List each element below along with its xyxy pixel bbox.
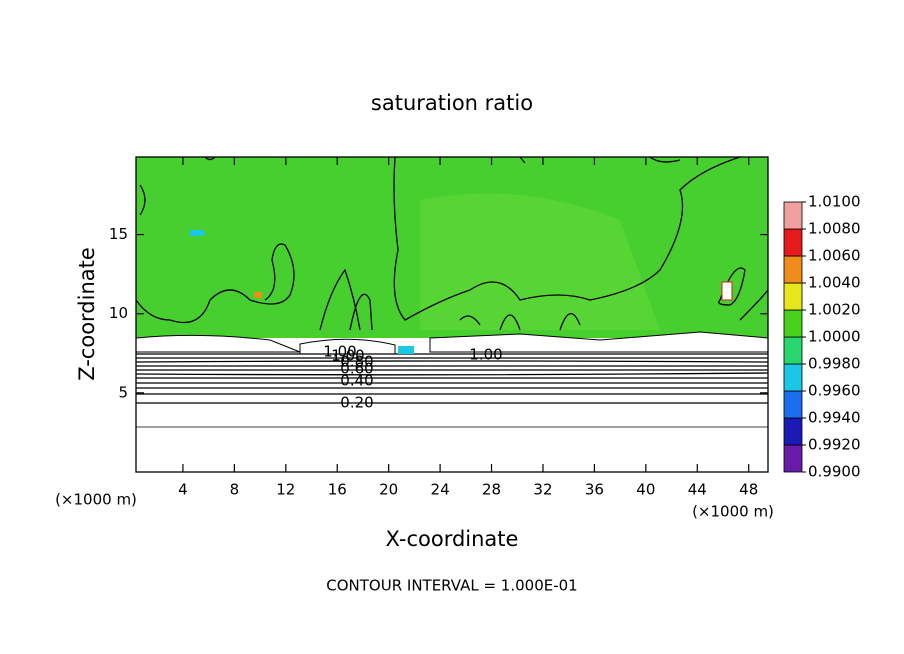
y-tick-label: 5 bbox=[118, 383, 128, 401]
contour-label: 1.00 bbox=[323, 343, 356, 361]
colorbar-label: 1.0040 bbox=[808, 274, 861, 292]
contour-label: 0.80 bbox=[340, 353, 373, 371]
x-tick-label: 16 bbox=[328, 481, 347, 499]
colorbar-band bbox=[783, 363, 803, 392]
y-tick-label: 15 bbox=[109, 225, 128, 243]
colorbar-label: 1.0020 bbox=[808, 301, 861, 319]
x-tick-label: 4 bbox=[178, 481, 188, 499]
colorbar-label: 0.9900 bbox=[808, 463, 861, 481]
colorbar-band bbox=[783, 444, 803, 473]
colorbar-band bbox=[783, 228, 803, 257]
contour-label: 0.40 bbox=[340, 372, 373, 390]
x-tick-label: 8 bbox=[230, 481, 240, 499]
field-band bbox=[135, 331, 769, 355]
x-tick-label: 20 bbox=[379, 481, 398, 499]
field-patch bbox=[398, 346, 414, 354]
field-fill bbox=[136, 338, 768, 472]
y-tick-label: 10 bbox=[109, 304, 128, 322]
colorbar-label: 0.9980 bbox=[808, 355, 861, 373]
contour-label: 0.20 bbox=[340, 394, 373, 412]
colorbar-band bbox=[783, 282, 803, 311]
contour-label: 1.00 bbox=[331, 347, 364, 365]
chart-title: saturation ratio bbox=[371, 91, 533, 115]
footer: CONTOUR INTERVAL = 1.000E-01 bbox=[326, 577, 577, 595]
x-tick-label: 32 bbox=[533, 481, 552, 499]
x-tick-label: 28 bbox=[482, 481, 501, 499]
field-patch bbox=[420, 193, 660, 330]
colorbar-label: 1.0100 bbox=[808, 193, 861, 211]
plot-frame bbox=[135, 156, 769, 473]
x-axis-label: X-coordinate bbox=[386, 527, 519, 551]
colorbar-band bbox=[783, 390, 803, 419]
colorbar-band bbox=[783, 201, 803, 230]
x-unit-label: (×1000 m) bbox=[55, 491, 137, 509]
field-patch bbox=[721, 281, 733, 301]
colorbar-label: 0.9920 bbox=[808, 436, 861, 454]
contour-line bbox=[135, 184, 295, 324]
x-tick-label: 48 bbox=[739, 481, 758, 499]
contour-line bbox=[135, 353, 769, 404]
x-tick-label: 12 bbox=[276, 481, 295, 499]
colorbar-band bbox=[783, 417, 803, 446]
contour-field bbox=[135, 156, 769, 472]
contour-line bbox=[204, 156, 681, 164]
colorbar-label: 0.9940 bbox=[808, 409, 861, 427]
contour-label: 0.60 bbox=[340, 360, 373, 378]
field-patch bbox=[254, 292, 262, 298]
colorbar-band bbox=[783, 255, 803, 284]
x-tick-label: 24 bbox=[431, 481, 450, 499]
colorbar-band bbox=[783, 309, 803, 338]
x-tick-label: 40 bbox=[636, 481, 655, 499]
contour-line bbox=[319, 267, 769, 331]
contour-label: 1.00 bbox=[469, 346, 502, 364]
colorbar-band bbox=[783, 336, 803, 365]
x-tick-label: 44 bbox=[688, 481, 707, 499]
colorbar-label: 1.0080 bbox=[808, 220, 861, 238]
colorbar-label: 1.0000 bbox=[808, 328, 861, 346]
colorbar-label: 0.9960 bbox=[808, 382, 861, 400]
x-tick-label: 36 bbox=[585, 481, 604, 499]
colorbar-label: 1.0060 bbox=[808, 247, 861, 265]
y-axis-label: Z-coordinate bbox=[75, 247, 99, 381]
field-patch bbox=[190, 230, 204, 236]
x-unit-label: (×1000 m) bbox=[692, 503, 774, 521]
contour-line bbox=[393, 156, 741, 321]
